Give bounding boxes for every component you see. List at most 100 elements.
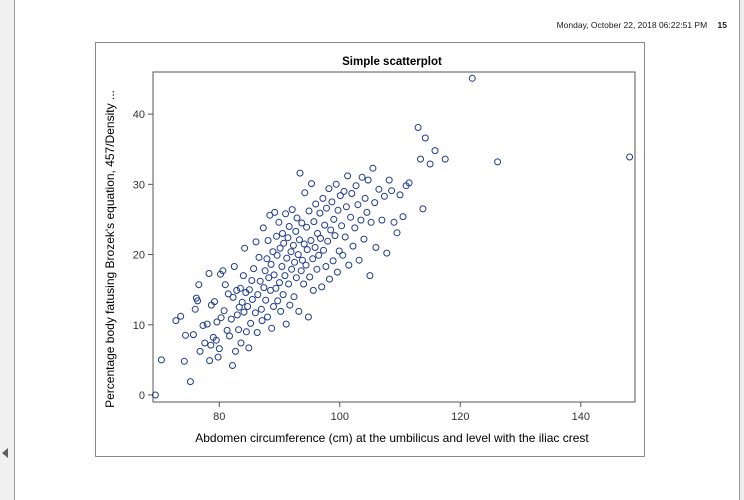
x-axis-label: Abdomen circumference (cm) at the umbili…: [195, 431, 589, 445]
figure-frame: Simple scatterplot 80 100 120 140 0 10 20 30 40 …: [95, 42, 645, 457]
data-point: [320, 246, 327, 254]
data-point: [329, 257, 337, 265]
data-point: [339, 251, 347, 259]
y-tick-label: 0: [139, 390, 145, 402]
data-point: [317, 234, 324, 242]
data-point: [333, 268, 341, 276]
data-point: [194, 297, 202, 305]
data-point: [274, 297, 282, 305]
x-tick-label: 140: [572, 411, 590, 423]
data-point: [303, 246, 311, 254]
data-point: [354, 201, 362, 209]
data-point: [259, 224, 267, 232]
plot-area: 80 100 120 140 0 10 20 30 40: [133, 71, 636, 423]
data-point: [250, 265, 258, 273]
data-point: [277, 307, 285, 315]
data-point: [286, 301, 294, 309]
data-point: [279, 291, 287, 299]
data-point: [330, 215, 338, 223]
chart-title: Simple scatterplot: [342, 56, 442, 68]
data-point: [245, 344, 253, 352]
data-point: [282, 320, 290, 328]
data-point: [355, 256, 363, 264]
plot-border: [152, 71, 636, 403]
data-point: [292, 274, 300, 282]
data-point: [338, 222, 346, 230]
y-tick-label: 30: [133, 179, 145, 191]
data-point: [212, 336, 220, 344]
data-point: [255, 253, 263, 261]
data-point: [369, 164, 377, 172]
data-point: [390, 218, 398, 226]
data-point: [351, 224, 359, 232]
data-point: [245, 286, 253, 294]
data-point: [191, 305, 199, 313]
data-point: [264, 237, 272, 244]
page-header: Monday, October 22, 2018 06:22:51 PM 15: [557, 20, 727, 30]
data-point: [248, 296, 256, 303]
data-point: [279, 230, 286, 237]
data-point: [371, 199, 379, 207]
data-point: [372, 244, 380, 251]
data-point: [189, 331, 197, 339]
data-point: [361, 194, 369, 202]
data-point: [441, 155, 449, 163]
data-point: [273, 251, 281, 259]
data-point: [341, 233, 349, 241]
data-point: [312, 200, 320, 208]
data-point: [326, 275, 333, 283]
data-point: [264, 313, 271, 321]
data-point: [281, 272, 289, 280]
data-point: [151, 391, 159, 399]
data-point: [383, 249, 391, 257]
data-point: [421, 134, 429, 142]
data-point: [157, 356, 165, 364]
data-point: [348, 190, 356, 197]
page-timestamp: Monday, October 22, 2018 06:22:51 PM: [556, 20, 708, 30]
data-point: [272, 284, 280, 292]
data-point: [236, 284, 244, 292]
scroll-left-arrow-icon[interactable]: [2, 448, 8, 458]
data-point: [291, 258, 299, 266]
data-point: [322, 263, 330, 270]
data-point: [223, 326, 231, 334]
data-point: [292, 227, 300, 235]
data-point: [378, 216, 386, 224]
data-point: [232, 347, 239, 355]
data-point: [195, 281, 203, 289]
data-point: [294, 251, 302, 259]
data-point: [226, 332, 233, 340]
data-point: [297, 267, 305, 275]
data-point: [180, 357, 188, 365]
data-point: [182, 331, 189, 339]
left-gutter: [0, 0, 14, 500]
data-point: [336, 192, 344, 200]
data-point: [285, 280, 293, 288]
scatterplot: Simple scatterplot 80 100 120 140010203040 …: [103, 56, 636, 445]
data-point: [213, 318, 221, 326]
data-point: [235, 326, 243, 334]
data-point: [238, 298, 246, 306]
data-point: [364, 176, 372, 184]
data-point: [302, 261, 310, 269]
data-point: [393, 229, 401, 237]
data-point: [357, 216, 365, 224]
data-point: [206, 357, 214, 365]
data-point: [375, 185, 383, 193]
data-point: [399, 213, 407, 221]
data-point: [268, 324, 276, 332]
data-point: [261, 267, 269, 275]
data-point: [284, 234, 292, 242]
data-point: [287, 248, 295, 256]
data-point: [233, 311, 241, 319]
data-point: [276, 244, 284, 252]
x-tick-label: 80: [213, 411, 225, 423]
data-point: [306, 273, 314, 281]
data-point: [221, 281, 229, 289]
data-point: [309, 255, 317, 263]
data-point: [319, 194, 327, 202]
data-point: [300, 240, 308, 248]
data-point: [270, 303, 277, 310]
data-point: [233, 286, 241, 294]
data-point: [172, 317, 180, 325]
